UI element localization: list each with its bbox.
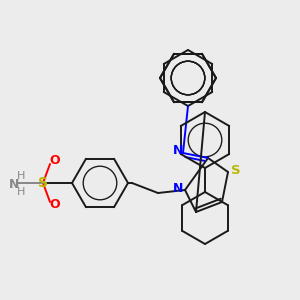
Text: O: O: [50, 199, 60, 212]
Text: N: N: [173, 182, 183, 196]
Text: H: H: [17, 171, 25, 181]
Text: N: N: [9, 178, 19, 190]
Text: N: N: [173, 145, 183, 158]
Text: S: S: [231, 164, 241, 176]
Text: O: O: [50, 154, 60, 167]
Text: H: H: [17, 187, 25, 197]
Text: S: S: [38, 176, 48, 190]
